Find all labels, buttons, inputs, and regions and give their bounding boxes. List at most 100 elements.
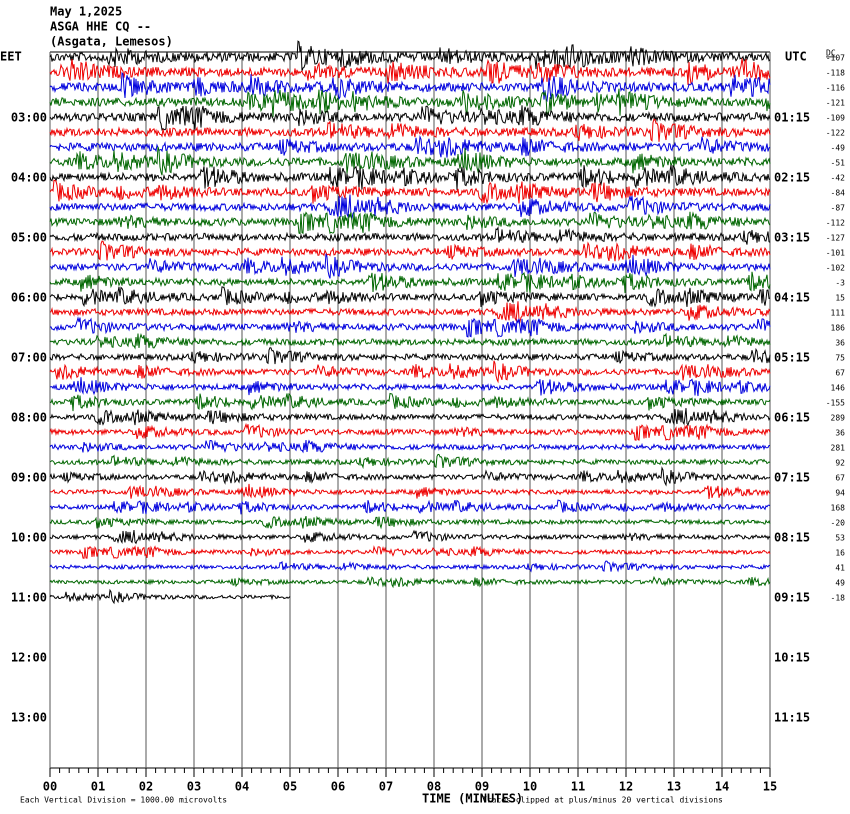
dc-offset: -107 <box>826 54 845 63</box>
x-tick-label: 03 <box>187 780 201 794</box>
eet-label: 08:00 <box>11 411 47 425</box>
dc-offset: -51 <box>831 159 846 168</box>
trace <box>49 588 291 605</box>
dc-label: DC <box>826 49 836 58</box>
trace <box>49 377 771 397</box>
x-tick-label: 02 <box>139 780 153 794</box>
trace <box>49 466 771 487</box>
x-tick-label: 14 <box>715 780 729 794</box>
dc-offset: -42 <box>831 174 846 183</box>
dc-offset: 67 <box>835 474 845 483</box>
x-tick-label: 12 <box>619 780 633 794</box>
trace <box>49 88 771 118</box>
dc-offset: 36 <box>835 429 845 438</box>
x-tick-label: 08 <box>427 780 441 794</box>
right-axis-label: UTC <box>785 50 807 64</box>
utc-label: 05:15 <box>774 351 810 365</box>
dc-offset: -118 <box>826 69 845 78</box>
dc-offset: -121 <box>826 99 845 108</box>
dc-offset: 67 <box>835 369 845 378</box>
dc-offset: -3 <box>835 279 845 288</box>
trace <box>49 332 771 350</box>
x-tick-label: 05 <box>283 780 297 794</box>
eet-label: 07:00 <box>11 351 47 365</box>
trace <box>49 211 771 235</box>
trace <box>49 483 771 499</box>
utc-label: 09:15 <box>774 591 810 605</box>
utc-label: 06:15 <box>774 411 810 425</box>
utc-label: 08:15 <box>774 531 810 545</box>
x-tick-label: 15 <box>763 780 777 794</box>
clip-note: Traces clipped at plus/minus 20 vertical… <box>482 796 723 805</box>
dc-offset: -18 <box>831 594 846 603</box>
left-axis-label: EET <box>0 50 22 64</box>
utc-label: 03:15 <box>774 231 810 245</box>
trace <box>49 529 771 545</box>
dc-offset: 92 <box>835 459 845 468</box>
eet-label: 10:00 <box>11 531 47 545</box>
trace <box>49 408 771 427</box>
trace <box>49 453 771 470</box>
dc-offset: 281 <box>831 444 846 453</box>
x-axis-title: TIME (MINUTES) <box>422 792 523 806</box>
trace <box>49 545 771 559</box>
dc-offset: -116 <box>826 84 845 93</box>
dc-offset: 16 <box>835 549 845 558</box>
eet-label: 06:00 <box>11 291 47 305</box>
x-tick-label: 10 <box>523 780 537 794</box>
eet-label: 12:00 <box>11 651 47 665</box>
x-tick-label: 01 <box>91 780 105 794</box>
trace <box>49 575 771 589</box>
dc-offset: -102 <box>826 264 845 273</box>
trace <box>49 105 771 131</box>
date: May 1,2025 <box>50 5 122 19</box>
dc-offset: -112 <box>826 219 845 228</box>
x-tick-label: 11 <box>571 780 585 794</box>
trace <box>49 392 771 412</box>
dc-offset: -101 <box>826 249 845 258</box>
eet-label: 05:00 <box>11 231 47 245</box>
dc-offset: -109 <box>826 114 845 123</box>
dc-offset: -127 <box>826 234 845 243</box>
dc-offset: 289 <box>831 414 846 423</box>
trace <box>49 225 771 245</box>
eet-label: 09:00 <box>11 471 47 485</box>
eet-label: 13:00 <box>11 711 47 725</box>
dc-offset: -87 <box>831 204 846 213</box>
utc-label: 11:15 <box>774 711 810 725</box>
x-tick-label: 04 <box>235 780 249 794</box>
x-tick-label: 09 <box>475 780 489 794</box>
dc-offset: -49 <box>831 144 846 153</box>
trace <box>49 164 771 190</box>
dc-offset: 53 <box>835 534 845 543</box>
x-tick-label: 00 <box>43 780 57 794</box>
dc-offset: 75 <box>835 354 845 363</box>
dc-offset: 49 <box>835 579 845 588</box>
trace <box>49 515 771 530</box>
trace <box>49 194 771 221</box>
eet-label: 04:00 <box>11 171 47 185</box>
dc-offset: 186 <box>831 324 846 333</box>
utc-label: 04:15 <box>774 291 810 305</box>
dc-offset: 41 <box>835 564 845 573</box>
dc-offset: 111 <box>831 309 846 318</box>
trace <box>49 422 771 441</box>
trace <box>49 439 770 454</box>
dc-offset: -122 <box>826 129 845 138</box>
trace <box>49 240 771 262</box>
dc-offset: -155 <box>826 399 845 408</box>
trace <box>49 499 771 515</box>
trace <box>49 146 771 176</box>
x-tick-label: 07 <box>379 780 393 794</box>
dc-offset: 168 <box>831 504 846 513</box>
trace <box>49 360 771 384</box>
utc-label: 02:15 <box>774 171 810 185</box>
station: ASGA HHE CQ -- <box>50 20 151 34</box>
trace <box>49 118 771 142</box>
scale-note: Each Vertical Division = 1000.00 microvo… <box>20 796 227 805</box>
dc-offset: -84 <box>831 189 846 198</box>
location: (Asgata, Lemesos) <box>50 35 173 49</box>
dc-offset: -20 <box>831 519 846 528</box>
dc-offset: 94 <box>835 489 845 498</box>
